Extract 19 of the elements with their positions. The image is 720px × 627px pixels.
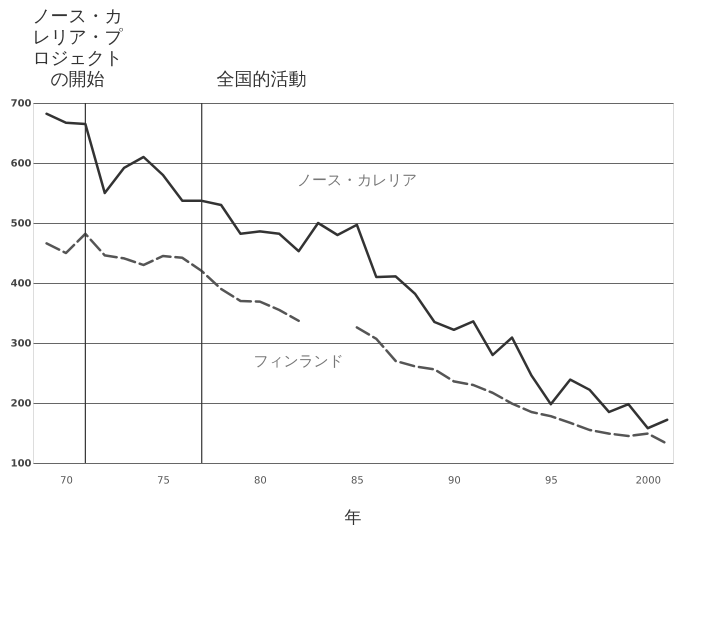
x-tick-label: 90 <box>448 476 461 486</box>
y-tick-label: 700 <box>10 98 32 110</box>
x-tick-label: 80 <box>254 476 267 486</box>
y-tick-label: 200 <box>10 398 32 410</box>
x-axis-title: 年 <box>344 508 362 528</box>
ref-line-label: 全国的活動 <box>216 69 307 90</box>
y-tick-label: 600 <box>10 158 32 170</box>
y-tick-label: 300 <box>10 338 32 350</box>
x-tick-label: 70 <box>60 476 73 486</box>
x-tick-label: 85 <box>351 476 364 486</box>
x-tick-label: 95 <box>544 476 558 486</box>
x-tick-label: 2000 <box>636 476 662 486</box>
series-label: フィンランド <box>254 352 344 370</box>
y-tick-label: 400 <box>10 278 32 290</box>
ref-line-label: ノース・カレリア・プロジェクトの開始 <box>32 6 124 90</box>
y-tick-label: 500 <box>10 218 32 230</box>
x-tick-label: 75 <box>157 476 170 486</box>
y-tick-label: 100 <box>10 458 32 470</box>
text: ノース・カレリア <box>296 170 417 189</box>
